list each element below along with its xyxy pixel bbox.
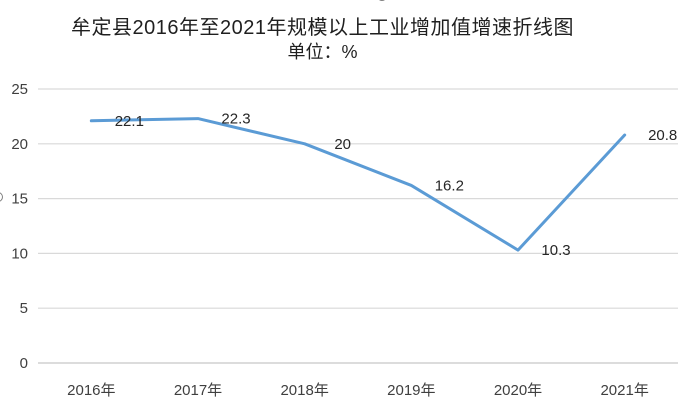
data-label: 10.3	[541, 242, 570, 259]
chart-subtitle: 单位：%	[287, 42, 358, 62]
data-label: 20.8	[648, 127, 677, 144]
y-axis-tick-label: 10	[11, 245, 28, 262]
y-axis-tick-label: 15	[11, 191, 28, 208]
x-axis-tick-label: 2018年	[280, 382, 328, 399]
chart-title: 牟定县2016年至2021年规模以上工业增加值增速折线图	[71, 17, 574, 39]
data-label: 22.1	[115, 113, 144, 130]
x-axis-tick-label: 2016年	[67, 382, 115, 399]
trend-line	[89, 117, 627, 252]
x-axis-tick-label: 2020年	[494, 382, 542, 399]
x-axis-tick-label: 2021年	[600, 382, 648, 399]
y-axis-tick-label: 0	[20, 355, 28, 372]
y-axis-tick-label: 5	[20, 300, 28, 317]
data-label: 16.2	[435, 177, 464, 194]
y-axis-tick-label: 20	[11, 136, 28, 153]
y-axis-tick-label: 25	[11, 81, 28, 98]
x-axis-tick-label: 2017年	[174, 382, 222, 399]
data-label: 22.3	[221, 111, 250, 128]
x-axis-tick-label: 2019年	[387, 382, 435, 399]
data-label: 20	[334, 136, 351, 153]
